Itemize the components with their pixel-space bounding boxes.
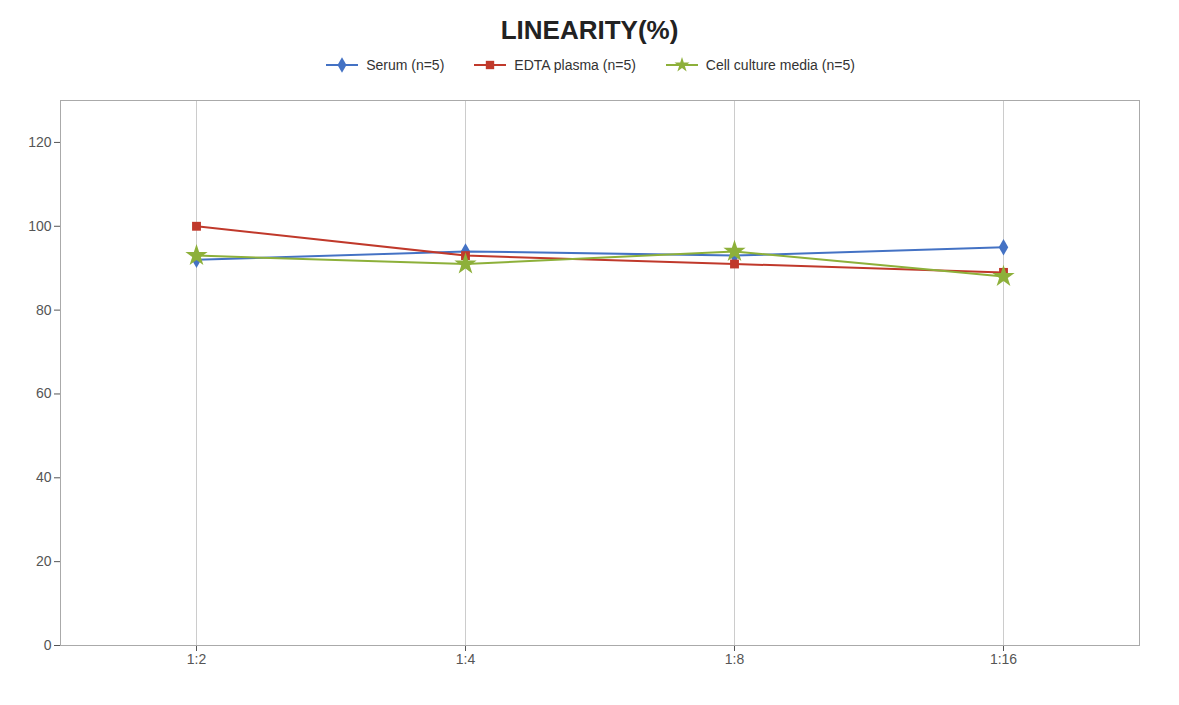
svg-text:80: 80 bbox=[36, 302, 52, 318]
svg-text:1:8: 1:8 bbox=[725, 651, 745, 667]
svg-text:1:4: 1:4 bbox=[456, 651, 476, 667]
html-text:Serum (n=5): Serum (n=5) bbox=[366, 57, 445, 73]
svg-text:20: 20 bbox=[36, 553, 52, 569]
html-text:Cell culture media (n=5): Cell culture media (n=5) bbox=[705, 57, 855, 73]
html-text:EDTA plasma (n=5): EDTA plasma (n=5) bbox=[514, 57, 636, 73]
svg-text:1:2: 1:2 bbox=[187, 651, 207, 667]
html-text:LINEARITY(%): LINEARITY(%) bbox=[500, 15, 679, 45]
svg-text:100: 100 bbox=[28, 218, 52, 234]
svg-text:1:16: 1:16 bbox=[990, 651, 1017, 667]
svg-text:60: 60 bbox=[36, 385, 52, 401]
svg-text:40: 40 bbox=[36, 469, 52, 485]
svg-text:0: 0 bbox=[44, 637, 52, 653]
svg-text:120: 120 bbox=[28, 134, 52, 150]
